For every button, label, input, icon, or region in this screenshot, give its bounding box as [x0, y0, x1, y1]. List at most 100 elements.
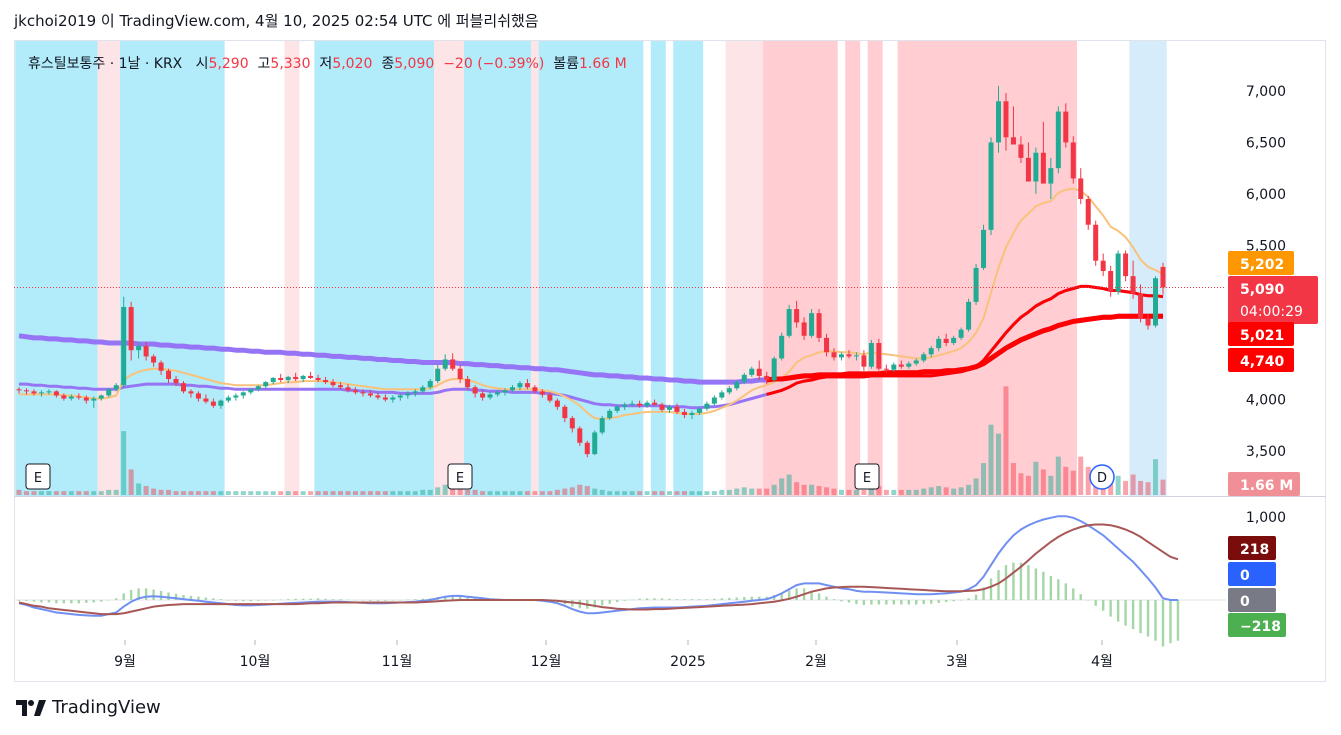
candle-body [936, 338, 942, 349]
volume-bar [517, 491, 523, 495]
volume-bar [951, 488, 957, 495]
macd-histogram-bar [1034, 568, 1038, 600]
macd-histogram-bar [840, 600, 843, 602]
macd-line [18, 515, 1178, 617]
volume-bar [868, 486, 874, 495]
volume-bar [1025, 475, 1031, 495]
candle-body [1025, 157, 1031, 182]
candle-body [360, 392, 366, 394]
candle-body [278, 377, 284, 381]
candle-body [996, 101, 1002, 143]
candle-body [674, 406, 680, 412]
candle-body [158, 362, 164, 371]
candle-body [614, 406, 620, 411]
candle-body [771, 358, 777, 381]
volume-bar [495, 491, 501, 495]
candle-body [1010, 137, 1016, 145]
volume-bar [308, 491, 314, 495]
macd-histogram-bar [825, 596, 828, 600]
candle-body [427, 381, 433, 388]
candle-body [764, 375, 770, 381]
volume-bar [427, 489, 433, 495]
macd-histogram-bar [391, 600, 395, 601]
volume-bar [270, 491, 276, 495]
candle-body [943, 338, 949, 343]
candle-body [704, 403, 710, 409]
macd-histogram-bar [466, 596, 469, 600]
macd-signal-line [18, 523, 1179, 616]
dividend-marker [1089, 464, 1115, 490]
volume-bar [457, 488, 463, 495]
candle-body [113, 385, 119, 390]
candle-body [300, 375, 306, 379]
macd-histogram-bar [705, 599, 709, 600]
volume-bar [883, 489, 889, 495]
background-band-pink [97, 41, 120, 496]
candle-body [973, 267, 979, 302]
price-tag-bg [1228, 276, 1318, 324]
macd-histogram-bar [17, 600, 21, 601]
macd-histogram-bar [862, 600, 866, 605]
volume-bar [667, 491, 673, 495]
candle-body [1160, 266, 1166, 288]
price-tag-bg [1228, 348, 1294, 372]
legend-change: −20 (−0.39%) [443, 56, 545, 72]
macd-histogram-bar [1057, 579, 1060, 600]
macd-histogram-bar [623, 600, 626, 601]
candle-body [106, 389, 112, 396]
candle-body [913, 360, 919, 364]
candle-body [68, 396, 74, 399]
candle-body [1055, 111, 1061, 169]
macd-histogram-bar [855, 600, 858, 605]
volume-bar [861, 489, 867, 495]
macd-histogram-bar [683, 599, 686, 600]
candle-body [1115, 253, 1121, 292]
chart-frame [14, 40, 1326, 682]
candle-body [53, 391, 59, 396]
volume-bar [420, 489, 426, 495]
candle-body [883, 368, 889, 370]
volume-bar [1048, 475, 1054, 495]
volume-bar [704, 491, 710, 495]
background-band-red [762, 41, 838, 496]
tradingview-footer[interactable]: TradingView [16, 697, 161, 718]
macd-tag-bg [1228, 588, 1276, 612]
candle-body [390, 397, 396, 400]
volume-bar [382, 491, 388, 495]
volume-bar [248, 491, 254, 495]
macd-histogram-bar [645, 598, 649, 600]
macd-histogram-bar [1042, 571, 1045, 600]
volume-bar [121, 431, 127, 495]
macd-histogram-bar [346, 599, 350, 601]
earnings-marker-label: E [34, 471, 42, 486]
candle-body [233, 395, 239, 398]
price-axis-tick: 4,000 [1246, 393, 1286, 409]
volume-bar [928, 487, 934, 495]
candle-body [218, 400, 224, 406]
volume-bar [83, 491, 89, 495]
candle-body [23, 390, 29, 392]
macd-histogram-bar [892, 600, 896, 605]
macd-histogram-bar [750, 596, 753, 600]
volume-tag-label: 1.66 M [1240, 478, 1293, 494]
candle-body [562, 406, 568, 419]
candle-body [801, 322, 807, 336]
volume-bar [734, 488, 740, 495]
volume-bar [756, 488, 762, 495]
macd-histogram-bar [1131, 600, 1135, 630]
price-axis-tick: 5,500 [1246, 238, 1286, 254]
candle-body [323, 380, 329, 383]
candle-body [173, 379, 179, 384]
candle-body [1100, 260, 1106, 271]
macd-histogram-bar [967, 598, 970, 600]
price-tags: 5,202 5,090 04:00:29 5,021 4,740 1.66 M 218 0 0 −… [1228, 251, 1318, 637]
volume-tag-bg [1228, 472, 1300, 496]
candle-body [831, 352, 837, 358]
earnings-marker-label: E [863, 471, 871, 486]
macd-histogram-bar [70, 600, 73, 604]
candle-body [315, 377, 321, 381]
macd-histogram-bar [234, 600, 238, 601]
macd-histogram-bar [900, 600, 903, 605]
